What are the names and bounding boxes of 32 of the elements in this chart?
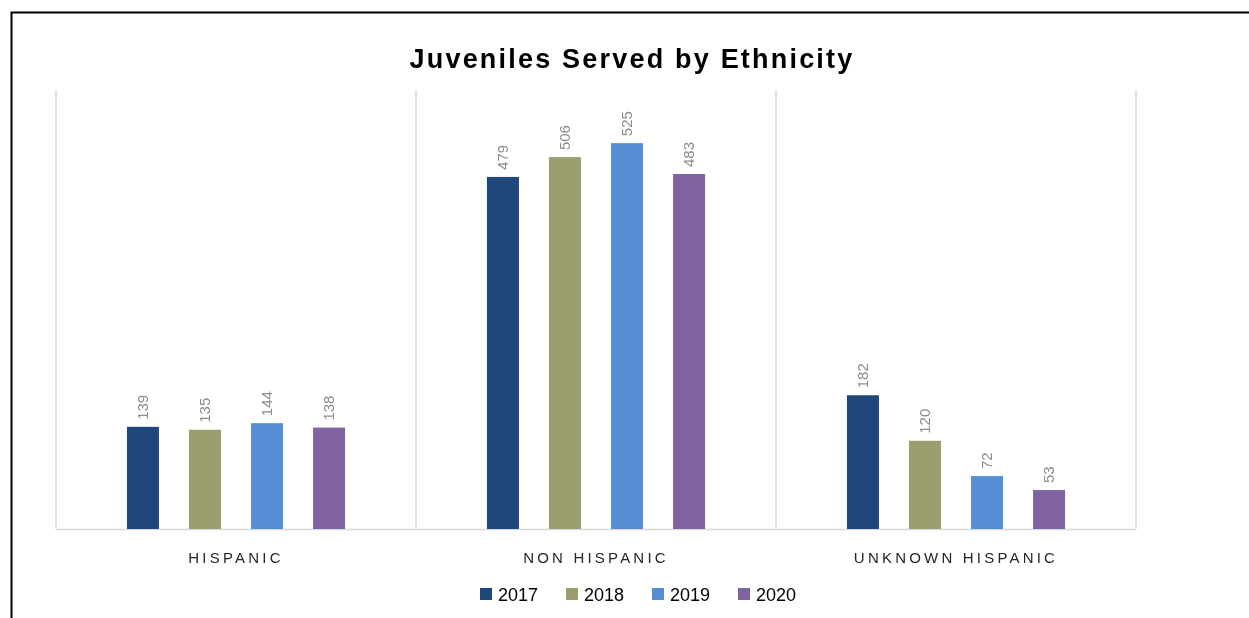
data-label: 483: [680, 141, 698, 167]
bar: [673, 174, 706, 529]
bar: [251, 423, 284, 529]
data-label: 72: [978, 452, 996, 470]
x-tick-label: NON HISPANIC: [523, 549, 669, 566]
bar: [486, 176, 519, 529]
data-label: 53: [1040, 466, 1058, 484]
bar: [188, 429, 221, 529]
data-label: 479: [494, 144, 512, 170]
legend-label: 2017: [498, 585, 539, 606]
legend-label: 2019: [670, 585, 711, 606]
data-label: 144: [258, 391, 276, 417]
x-tick-label: UNKNOWN HISPANIC: [853, 549, 1059, 566]
bar: [971, 476, 1004, 529]
data-label: 182: [854, 363, 872, 389]
data-label: 506: [556, 125, 574, 151]
x-tick-label: HISPANIC: [188, 549, 284, 566]
bar: [313, 427, 346, 529]
legend-label: 2020: [756, 585, 797, 606]
bar: [126, 426, 159, 529]
bar: [548, 157, 581, 529]
data-label: 139: [134, 394, 152, 420]
bar: [846, 395, 879, 529]
data-label: 525: [618, 111, 636, 137]
bar: [1033, 490, 1066, 529]
data-label: 138: [320, 395, 338, 421]
bar: [908, 440, 941, 529]
data-label: 135: [196, 397, 214, 423]
legend-label: 2018: [584, 585, 625, 606]
chart-title: Juveniles Served by Ethnicity: [409, 44, 855, 74]
bar: [611, 143, 644, 529]
data-label: 120: [916, 408, 934, 434]
